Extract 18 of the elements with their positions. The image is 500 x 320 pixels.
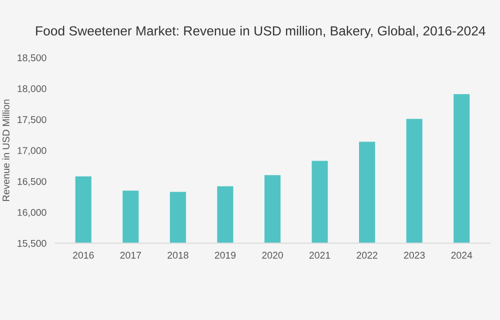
x-tick-label: 2022 xyxy=(356,252,378,259)
x-tick-label: 2018 xyxy=(168,252,188,259)
chart-title: Food Sweetener Market: Revenue in USD million, Bakery, Global, 2016-2024 xyxy=(36,26,486,38)
x-tick-label: 2016 xyxy=(73,252,94,259)
x-tick-label: 2019 xyxy=(214,252,236,259)
y-tick-label: 18,000 xyxy=(18,85,46,94)
y-axis-title: Revenue in USD Million xyxy=(2,100,10,201)
x-tick-label: 2020 xyxy=(262,252,283,259)
x-tick-label: 2017 xyxy=(120,252,141,259)
y-tick-label: 17,500 xyxy=(18,116,46,124)
y-tick-label: 16,500 xyxy=(18,178,46,186)
y-tick-label: 16,000 xyxy=(18,209,46,218)
y-tick-label: 18,500 xyxy=(18,54,46,62)
x-tick-label: 2024 xyxy=(451,252,472,259)
x-tick-label: 2023 xyxy=(404,252,425,259)
x-tick-label: 2021 xyxy=(309,252,330,259)
y-tick-label: 15,500 xyxy=(18,240,46,248)
y-tick-label: 17,000 xyxy=(18,147,46,156)
